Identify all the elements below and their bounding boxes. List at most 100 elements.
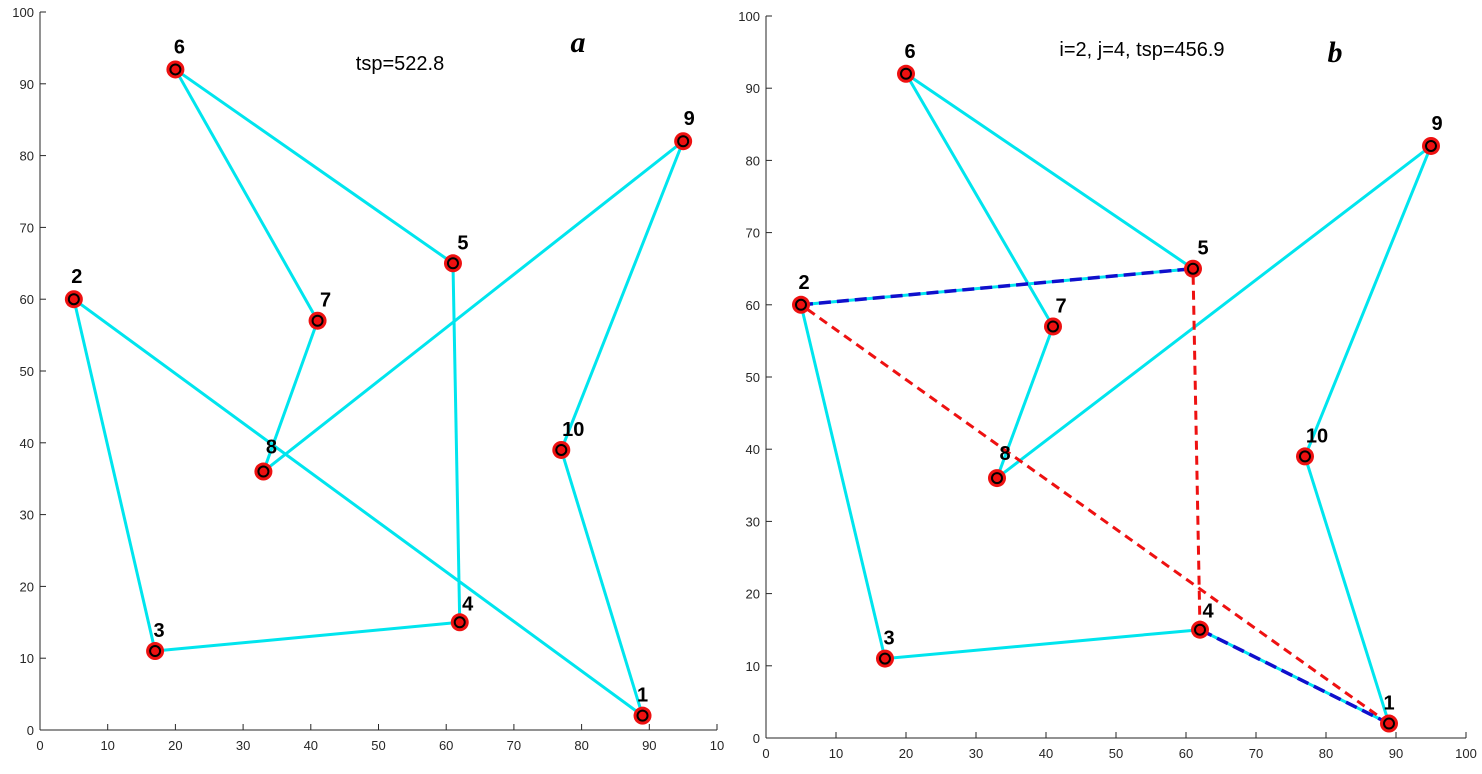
b-removed-edge bbox=[1191, 268, 1202, 630]
b-panel-letter: b bbox=[1328, 36, 1343, 69]
b-y-tick-label: 90 bbox=[746, 81, 760, 96]
b-x-tick-label: 0 bbox=[762, 746, 769, 761]
b-tour-edge bbox=[1303, 455, 1391, 725]
b-y-tick-label: 30 bbox=[746, 514, 760, 529]
b-tsp-annotation: i=2, j=4, tsp=456.9 bbox=[1059, 39, 1224, 61]
a-city-label: 10 bbox=[562, 419, 584, 441]
b-city-marker bbox=[897, 64, 915, 83]
b-y-tick-label: 40 bbox=[746, 442, 760, 457]
b-city-marker-center bbox=[1383, 717, 1395, 730]
b-city-marker-center bbox=[1299, 450, 1311, 463]
a-city-marker-center bbox=[453, 616, 466, 629]
a-city-marker bbox=[254, 462, 273, 481]
a-tour-edge bbox=[174, 68, 319, 322]
b-x-tick-label: 50 bbox=[1109, 746, 1123, 761]
a-y-tick-label: 10 bbox=[20, 651, 34, 666]
b-city-marker bbox=[1191, 620, 1209, 639]
a-city-label: 4 bbox=[462, 593, 474, 615]
b-tour-edge bbox=[799, 304, 887, 659]
a-tour-edge bbox=[174, 68, 454, 265]
a-city-marker-center bbox=[149, 645, 162, 658]
a-x-tick-label: 20 bbox=[168, 738, 182, 753]
a-tour-edge bbox=[559, 140, 685, 451]
b-city-marker bbox=[1296, 447, 1314, 466]
b-city-label: 6 bbox=[904, 41, 915, 63]
a-city-marker-center bbox=[257, 465, 270, 478]
b-y-tick-label: 10 bbox=[746, 659, 760, 674]
b-city-marker-center bbox=[991, 472, 1003, 485]
a-y-tick-label: 40 bbox=[20, 436, 34, 451]
b-city-marker-center bbox=[1047, 320, 1059, 333]
a-x-tick-label: 60 bbox=[439, 738, 453, 753]
b-city-marker-center bbox=[900, 67, 912, 80]
b-city-marker-center bbox=[1425, 139, 1437, 152]
b-y-tick-label: 20 bbox=[746, 587, 760, 602]
a-y-tick-label: 70 bbox=[20, 220, 34, 235]
b-tour-edge bbox=[1303, 145, 1433, 457]
b-x-tick-label: 90 bbox=[1389, 746, 1403, 761]
b-x-tick-label: 70 bbox=[1249, 746, 1263, 761]
b-city-marker-center bbox=[1194, 623, 1206, 636]
b-city-marker bbox=[1422, 136, 1440, 155]
a-city-label: 5 bbox=[457, 232, 468, 254]
b-tour-edge bbox=[996, 144, 1432, 480]
b-y-tick-label: 70 bbox=[746, 226, 760, 241]
a-x-tick-label: 0 bbox=[36, 738, 43, 753]
a-city-label: 3 bbox=[154, 620, 165, 642]
a-city-marker-center bbox=[67, 293, 80, 306]
b-city-marker bbox=[792, 295, 810, 314]
b-city-marker bbox=[1380, 714, 1398, 733]
b-city-label: 1 bbox=[1383, 693, 1394, 715]
a-city-marker bbox=[166, 60, 185, 79]
a-city-label: 6 bbox=[174, 36, 185, 58]
b-removed-edge bbox=[800, 303, 1390, 725]
b-city-marker bbox=[988, 469, 1006, 488]
a-city-marker-center bbox=[311, 314, 324, 327]
a-x-tick-label: 70 bbox=[507, 738, 521, 753]
b-city-label: 2 bbox=[798, 272, 809, 294]
a-tour-edge bbox=[559, 449, 644, 717]
panel-b-plot: 0 10 20 30 40 50 60 70 80 90 100 0 10 20 30 40 50 60 70 80 9… bbox=[738, 9, 1477, 761]
b-tour-edge bbox=[884, 628, 1201, 661]
a-city-marker-center bbox=[169, 63, 182, 76]
a-y-tick-label: 20 bbox=[20, 579, 34, 594]
b-tour-edge bbox=[1199, 628, 1390, 725]
b-city-label: 9 bbox=[1431, 113, 1442, 135]
a-city-marker bbox=[674, 132, 693, 151]
a-tsp-annotation: tsp=522.8 bbox=[356, 53, 444, 75]
a-city-marker-center bbox=[677, 135, 690, 148]
a-y-tick-label: 80 bbox=[20, 149, 34, 164]
a-x-tick-label: 30 bbox=[236, 738, 250, 753]
a-tour-edge bbox=[72, 298, 157, 652]
a-city-label: 8 bbox=[266, 437, 277, 459]
a-city-marker bbox=[450, 613, 469, 632]
a-x-tick-label: 90 bbox=[642, 738, 656, 753]
b-x-tick-label: 100 bbox=[1455, 746, 1477, 761]
b-x-tick-label: 30 bbox=[969, 746, 983, 761]
a-x-tick-label: 50 bbox=[371, 738, 385, 753]
a-tour-edge bbox=[154, 620, 460, 653]
b-city-label: 8 bbox=[999, 443, 1010, 465]
b-city-label: 3 bbox=[883, 628, 894, 650]
b-city-label: 7 bbox=[1055, 295, 1066, 317]
a-panel-letter: a bbox=[571, 26, 586, 59]
a-y-tick-label: 90 bbox=[20, 77, 34, 92]
b-city-label: 4 bbox=[1202, 601, 1214, 623]
a-y-tick-label: 0 bbox=[27, 723, 34, 738]
a-tour-edge bbox=[262, 140, 685, 473]
b-city-label: 5 bbox=[1197, 238, 1208, 260]
a-x-tick-label: 10 bbox=[710, 738, 724, 753]
b-tour-edge bbox=[904, 73, 1055, 328]
b-y-tick-label: 50 bbox=[746, 370, 760, 385]
a-city-marker bbox=[443, 254, 462, 273]
a-city-marker-center bbox=[636, 709, 649, 722]
b-x-tick-label: 40 bbox=[1039, 746, 1053, 761]
b-city-marker bbox=[1184, 259, 1202, 278]
a-y-tick-label: 50 bbox=[20, 364, 34, 379]
b-city-marker bbox=[876, 649, 894, 668]
a-city-marker-center bbox=[446, 257, 459, 270]
b-x-tick-label: 80 bbox=[1319, 746, 1333, 761]
b-y-tick-label: 0 bbox=[753, 731, 760, 746]
b-y-tick-label: 60 bbox=[746, 298, 760, 313]
